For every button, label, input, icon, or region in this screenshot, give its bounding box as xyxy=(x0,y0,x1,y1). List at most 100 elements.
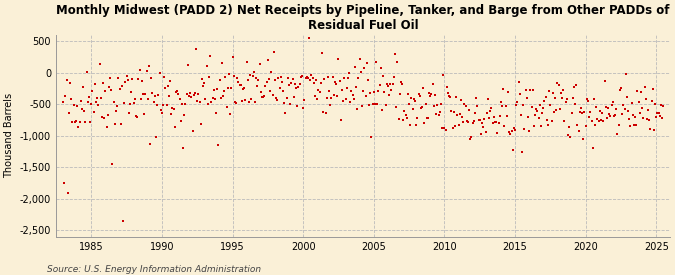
Point xyxy=(103,85,114,90)
Point xyxy=(256,95,267,99)
Point xyxy=(233,80,244,84)
Point xyxy=(259,94,270,98)
Point xyxy=(581,97,592,101)
Point xyxy=(402,91,413,96)
Point xyxy=(305,78,316,83)
Point xyxy=(644,118,655,122)
Point xyxy=(212,87,223,92)
Point xyxy=(520,88,531,92)
Point xyxy=(236,83,246,88)
Point xyxy=(609,114,620,118)
Point xyxy=(356,104,367,108)
Point xyxy=(144,64,155,68)
Point xyxy=(86,102,97,106)
Point xyxy=(347,93,358,97)
Point xyxy=(89,82,100,86)
Point xyxy=(61,78,72,82)
Point xyxy=(491,120,502,124)
Point xyxy=(242,78,253,82)
Point xyxy=(535,103,545,107)
Point xyxy=(209,88,219,92)
Point xyxy=(161,102,172,107)
Point xyxy=(453,123,464,127)
Point xyxy=(651,115,661,120)
Point xyxy=(293,84,304,89)
Text: Source: U.S. Energy Information Administration: Source: U.S. Energy Information Administ… xyxy=(47,265,261,274)
Point xyxy=(228,73,239,78)
Point xyxy=(325,103,335,108)
Point xyxy=(479,117,490,121)
Point xyxy=(122,74,132,79)
Point xyxy=(267,93,278,98)
Point xyxy=(445,95,456,100)
Point xyxy=(163,84,173,89)
Point xyxy=(277,89,288,94)
Point xyxy=(310,78,321,82)
Point xyxy=(173,92,184,97)
Point xyxy=(79,109,90,113)
Point xyxy=(230,100,240,104)
Point xyxy=(323,89,334,93)
Point xyxy=(518,103,529,107)
Point xyxy=(215,96,226,100)
Point xyxy=(624,117,634,122)
Point xyxy=(113,76,124,80)
Point xyxy=(111,109,122,113)
Point xyxy=(580,123,591,128)
Point xyxy=(457,114,468,119)
Point xyxy=(562,97,572,101)
Point xyxy=(412,116,423,121)
Point xyxy=(57,100,68,104)
Point xyxy=(617,112,628,116)
Point xyxy=(441,84,452,89)
Point xyxy=(473,118,484,122)
Point xyxy=(125,102,136,106)
Point xyxy=(184,94,194,99)
Point xyxy=(246,97,256,101)
Point xyxy=(196,77,207,82)
Point xyxy=(551,108,562,112)
Point xyxy=(618,103,628,108)
Point xyxy=(516,112,526,117)
Point xyxy=(612,132,623,137)
Point xyxy=(584,115,595,120)
Point xyxy=(456,98,466,102)
Point xyxy=(633,100,644,104)
Point xyxy=(604,112,615,116)
Point xyxy=(402,116,412,120)
Point xyxy=(503,90,514,95)
Point xyxy=(364,102,375,107)
Point xyxy=(340,97,351,101)
Point xyxy=(261,79,272,84)
Point xyxy=(291,85,302,90)
Point xyxy=(387,81,398,86)
Point xyxy=(638,116,649,120)
Point xyxy=(304,36,315,40)
Point xyxy=(414,94,425,98)
Point xyxy=(333,56,344,61)
Point xyxy=(492,131,503,136)
Point xyxy=(576,105,587,110)
Point xyxy=(440,128,451,132)
Point xyxy=(360,94,371,98)
Point xyxy=(530,113,541,117)
Point xyxy=(255,90,266,94)
Point xyxy=(532,108,543,113)
Point xyxy=(435,101,446,106)
Point xyxy=(396,80,406,84)
Point xyxy=(319,77,330,81)
Point xyxy=(546,118,557,123)
Point xyxy=(168,106,179,111)
Point xyxy=(557,96,568,100)
Point xyxy=(331,82,342,87)
Point xyxy=(352,107,362,111)
Point xyxy=(317,51,327,55)
Point xyxy=(565,135,576,139)
Point xyxy=(76,99,86,103)
Point xyxy=(431,112,441,116)
Point xyxy=(451,94,462,99)
Point xyxy=(529,124,539,128)
Point xyxy=(266,70,277,74)
Point xyxy=(231,101,242,105)
Point xyxy=(159,75,169,79)
